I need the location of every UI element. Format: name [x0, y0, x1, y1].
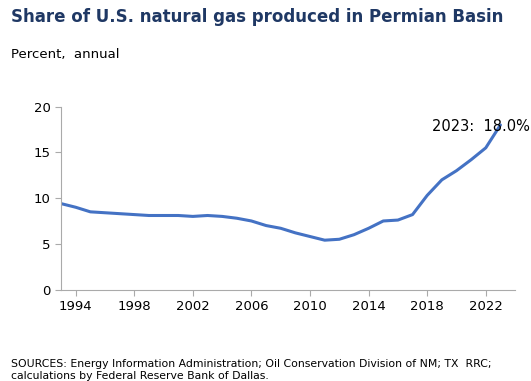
- Text: SOURCES: Energy Information Administration; Oil Conservation Division of NM; TX : SOURCES: Energy Information Administrati…: [11, 359, 491, 381]
- Text: Percent,  annual: Percent, annual: [11, 48, 119, 61]
- Text: 2023:  18.0%: 2023: 18.0%: [432, 120, 529, 134]
- Text: Share of U.S. natural gas produced in Permian Basin: Share of U.S. natural gas produced in Pe…: [11, 8, 503, 26]
